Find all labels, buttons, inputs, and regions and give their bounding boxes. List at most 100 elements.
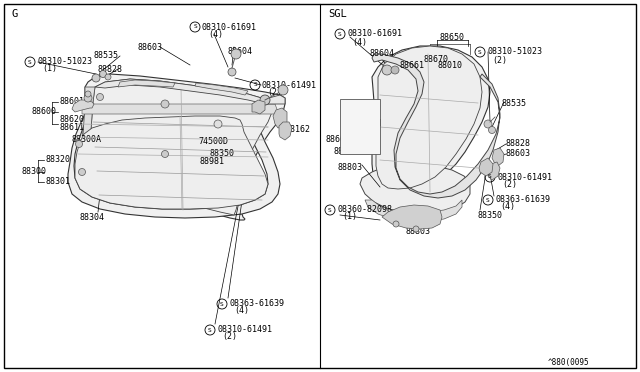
Polygon shape: [82, 74, 285, 220]
Text: S: S: [208, 327, 212, 333]
Text: 88604: 88604: [228, 48, 253, 57]
Text: S: S: [193, 25, 197, 29]
Text: (2): (2): [267, 87, 282, 96]
Text: 08310-51023: 08310-51023: [37, 58, 92, 67]
Text: (4): (4): [500, 202, 515, 212]
Circle shape: [231, 49, 241, 59]
Circle shape: [260, 95, 270, 105]
Polygon shape: [382, 205, 442, 229]
Text: 88350: 88350: [478, 212, 503, 221]
Text: SGL: SGL: [328, 9, 347, 19]
Text: 88603: 88603: [138, 42, 163, 51]
Circle shape: [382, 65, 392, 75]
Polygon shape: [479, 158, 493, 176]
Polygon shape: [252, 100, 265, 114]
Text: 88611M: 88611M: [352, 119, 382, 128]
Text: 88301: 88301: [46, 177, 71, 186]
Circle shape: [161, 151, 168, 157]
Text: 88603: 88603: [506, 150, 531, 158]
Text: 88535: 88535: [502, 99, 527, 109]
Polygon shape: [365, 200, 462, 221]
Text: 88535: 88535: [94, 51, 119, 61]
Text: 88601M: 88601M: [326, 135, 356, 144]
Circle shape: [76, 141, 83, 148]
Polygon shape: [372, 46, 490, 194]
Circle shape: [413, 226, 419, 232]
Text: (2): (2): [492, 55, 507, 64]
Text: S: S: [488, 174, 492, 180]
Polygon shape: [360, 164, 470, 214]
Polygon shape: [273, 108, 287, 128]
Text: 88320: 88320: [46, 155, 71, 164]
Polygon shape: [372, 54, 500, 198]
Text: S: S: [486, 198, 490, 202]
Circle shape: [92, 74, 100, 82]
Polygon shape: [195, 83, 248, 95]
Text: S: S: [28, 60, 32, 64]
Text: 88803: 88803: [337, 163, 362, 171]
Text: 08310-61691: 08310-61691: [347, 29, 402, 38]
Polygon shape: [72, 100, 94, 112]
Polygon shape: [118, 80, 175, 87]
Circle shape: [488, 126, 495, 134]
Circle shape: [85, 91, 91, 97]
Polygon shape: [82, 104, 278, 114]
Circle shape: [228, 68, 236, 76]
Text: S: S: [338, 32, 342, 36]
Text: G: G: [12, 9, 19, 19]
Circle shape: [97, 93, 104, 100]
Polygon shape: [488, 162, 500, 180]
Text: 88350: 88350: [210, 150, 235, 158]
Circle shape: [84, 94, 92, 102]
Text: 88620: 88620: [352, 106, 377, 115]
Polygon shape: [279, 122, 292, 140]
Text: 88010: 88010: [437, 61, 462, 71]
Text: 88981: 88981: [200, 157, 225, 167]
Text: 88304: 88304: [80, 212, 105, 221]
Text: (4): (4): [352, 38, 367, 46]
Text: 88828: 88828: [98, 64, 123, 74]
Polygon shape: [75, 116, 268, 209]
Text: (4): (4): [234, 307, 249, 315]
Text: 88828: 88828: [506, 140, 531, 148]
Text: 08310-61691: 08310-61691: [202, 22, 257, 32]
Text: S: S: [478, 49, 482, 55]
Text: ^880(0095: ^880(0095: [548, 357, 589, 366]
Text: 88670: 88670: [423, 55, 448, 64]
Bar: [340, 99, 380, 154]
Text: 08363-61639: 08363-61639: [495, 196, 550, 205]
Text: 88661: 88661: [400, 61, 425, 71]
Text: (2): (2): [222, 333, 237, 341]
Text: (1): (1): [342, 212, 357, 221]
Circle shape: [393, 221, 399, 227]
Text: 08310-61491: 08310-61491: [497, 173, 552, 182]
Text: 08363-61639: 08363-61639: [229, 299, 284, 308]
Polygon shape: [82, 87, 96, 178]
Text: 88803: 88803: [405, 228, 430, 237]
Circle shape: [391, 66, 399, 74]
Text: 08310-61491: 08310-61491: [261, 80, 316, 90]
Polygon shape: [68, 104, 280, 218]
Text: 88600: 88600: [32, 108, 57, 116]
Text: 88300A: 88300A: [72, 135, 102, 144]
Text: 08360-82098: 08360-82098: [337, 205, 392, 215]
Text: 08310-61491: 08310-61491: [217, 326, 272, 334]
Circle shape: [278, 85, 288, 95]
Circle shape: [214, 120, 222, 128]
Polygon shape: [492, 148, 504, 166]
Polygon shape: [90, 79, 272, 215]
Text: (2): (2): [502, 180, 517, 189]
Text: (4): (4): [208, 29, 223, 38]
Polygon shape: [95, 79, 285, 104]
Text: 88620: 88620: [60, 115, 85, 125]
Circle shape: [484, 120, 492, 128]
Circle shape: [99, 71, 106, 77]
Text: 88611: 88611: [60, 124, 85, 132]
Text: 88600: 88600: [333, 148, 358, 157]
Circle shape: [105, 74, 111, 80]
Text: S: S: [220, 301, 224, 307]
Text: 08310-51023: 08310-51023: [487, 48, 542, 57]
Text: 88817M: 88817M: [395, 219, 425, 228]
Text: 88300: 88300: [22, 167, 47, 176]
Text: 88162: 88162: [285, 125, 310, 134]
